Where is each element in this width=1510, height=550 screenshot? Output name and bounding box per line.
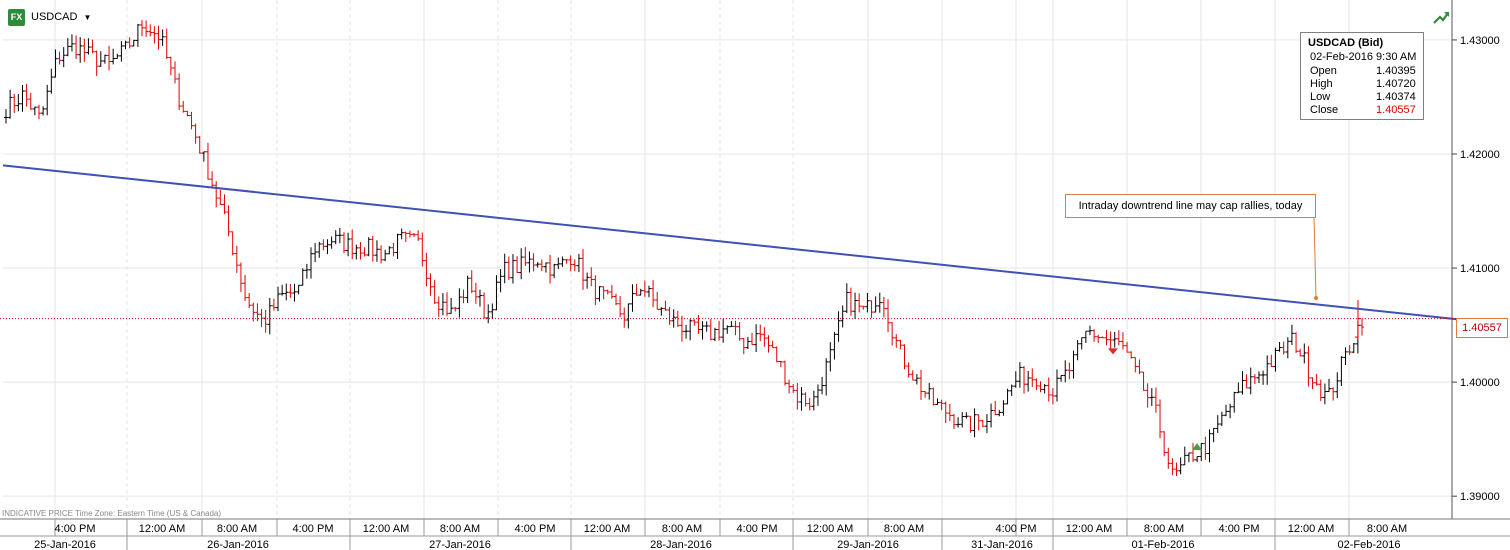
x-tick-label: 12:00 AM xyxy=(363,523,409,535)
x-date-label: 29-Jan-2016 xyxy=(837,539,899,550)
x-tick-label: 4:00 PM xyxy=(996,523,1037,535)
x-tick-label: 12:00 AM xyxy=(1066,523,1112,535)
up-marker xyxy=(1192,443,1202,451)
info-high-value: 1.40720 xyxy=(1376,78,1416,90)
info-low-label: Low xyxy=(1310,91,1331,103)
x-tick-label: 12:00 AM xyxy=(1288,523,1334,535)
trendline xyxy=(2,164,1459,321)
x-date-label: 01-Feb-2016 xyxy=(1132,539,1195,550)
x-tick-label: 8:00 AM xyxy=(662,523,702,535)
x-tick-label: 8:00 AM xyxy=(1367,523,1407,535)
trend-arrow-icon[interactable] xyxy=(1432,9,1450,25)
annotation-leader xyxy=(1313,216,1317,299)
x-date-label: 26-Jan-2016 xyxy=(207,539,269,550)
x-date-label: 25-Jan-2016 xyxy=(34,539,96,550)
x-date-label: 27-Jan-2016 xyxy=(429,539,491,550)
y-tick-label: 1.39000 xyxy=(1460,491,1500,503)
y-tick-label: 1.42000 xyxy=(1460,149,1500,161)
indicative-price-note: INDICATIVE PRICE Time Zone: Eastern Time… xyxy=(2,509,222,518)
x-date-label: 02-Feb-2016 xyxy=(1338,539,1401,550)
x-tick-label: 4:00 PM xyxy=(1219,523,1260,535)
last-price-tag: 1.40557 xyxy=(1456,318,1508,338)
x-tick-label: 8:00 AM xyxy=(440,523,480,535)
x-date-label: 28-Jan-2016 xyxy=(650,539,712,550)
x-tick-label: 12:00 AM xyxy=(584,523,630,535)
x-tick-label: 8:00 AM xyxy=(884,523,924,535)
x-tick-label: 4:00 PM xyxy=(293,523,334,535)
annotation-callout[interactable]: Intraday downtrend line may cap rallies,… xyxy=(1065,194,1316,218)
info-open-label: Open xyxy=(1310,65,1337,77)
x-tick-label: 12:00 AM xyxy=(807,523,853,535)
annotation-leader-dot xyxy=(1314,296,1318,300)
x-date-label: 31-Jan-2016 xyxy=(971,539,1033,550)
x-tick-label: 4:00 PM xyxy=(515,523,556,535)
x-tick-label: 12:00 AM xyxy=(139,523,185,535)
symbol-label[interactable]: USDCAD xyxy=(31,11,78,23)
ohlc-info-box: USDCAD (Bid) 02-Feb-2016 9:30 AM Open 1.… xyxy=(1300,32,1424,120)
info-datetime: 02-Feb-2016 9:30 AM xyxy=(1310,51,1417,63)
info-close-value: 1.40557 xyxy=(1376,104,1416,116)
dropdown-caret-icon[interactable]: ▼ xyxy=(83,12,92,22)
y-tick-label: 1.40000 xyxy=(1460,377,1500,389)
info-low-value: 1.40374 xyxy=(1376,91,1416,103)
x-axis-band xyxy=(0,519,1510,550)
down-marker xyxy=(1108,348,1118,355)
x-tick-label: 8:00 AM xyxy=(217,523,257,535)
x-tick-label: 8:00 AM xyxy=(1144,523,1184,535)
fx-badge-icon: FX xyxy=(8,8,25,26)
info-title: USDCAD (Bid) xyxy=(1308,37,1384,49)
info-high-label: High xyxy=(1310,78,1333,90)
y-tick-label: 1.41000 xyxy=(1460,263,1500,275)
y-tick-label: 1.43000 xyxy=(1460,35,1500,47)
info-close-label: Close xyxy=(1310,104,1339,116)
info-open-value: 1.40395 xyxy=(1376,65,1416,77)
x-tick-label: 4:00 PM xyxy=(737,523,778,535)
chart-header: FX USDCAD ▼ xyxy=(8,8,91,26)
x-tick-label: 4:00 PM xyxy=(55,523,96,535)
